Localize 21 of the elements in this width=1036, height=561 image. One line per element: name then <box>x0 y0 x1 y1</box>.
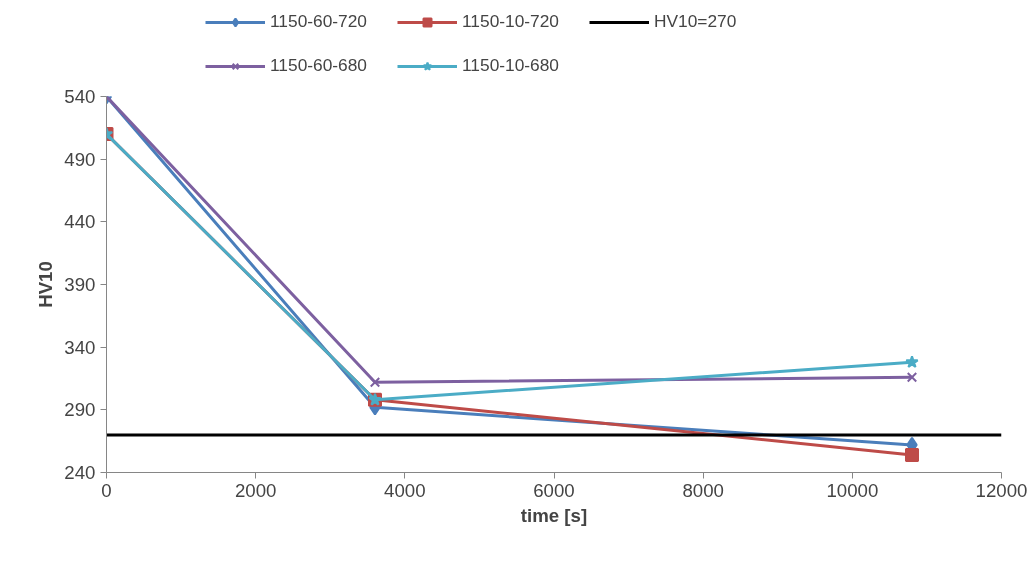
legend-label: 1150-10-680 <box>462 55 559 76</box>
x-tick-label: 2000 <box>234 479 277 501</box>
y-axis-title: HV10 <box>35 261 57 308</box>
legend-label: 1150-10-720 <box>462 11 559 32</box>
legend-label: HV10=270 <box>654 11 737 32</box>
x-tick-label: 6000 <box>533 479 575 501</box>
y-tick-label: 340 <box>64 336 96 358</box>
y-tick-label: 490 <box>64 148 96 170</box>
y-tick-label: 240 <box>64 462 96 483</box>
x-tick-label: 10000 <box>826 479 879 501</box>
x-tick-label: 12000 <box>975 479 1028 501</box>
x-tick-label: 8000 <box>682 479 724 501</box>
x-axis-title: time [s] <box>520 504 588 526</box>
x-tick-label: 4000 <box>384 479 426 501</box>
legend-label: 1150-60-680 <box>270 55 367 76</box>
legend-label: 1150-60-720 <box>270 11 367 32</box>
x-tick-label: 0 <box>101 479 112 501</box>
y-tick-label: 440 <box>64 211 96 233</box>
y-tick-label: 290 <box>64 399 96 421</box>
y-tick-label: 390 <box>64 274 96 295</box>
y-tick-label: 540 <box>64 86 96 107</box>
